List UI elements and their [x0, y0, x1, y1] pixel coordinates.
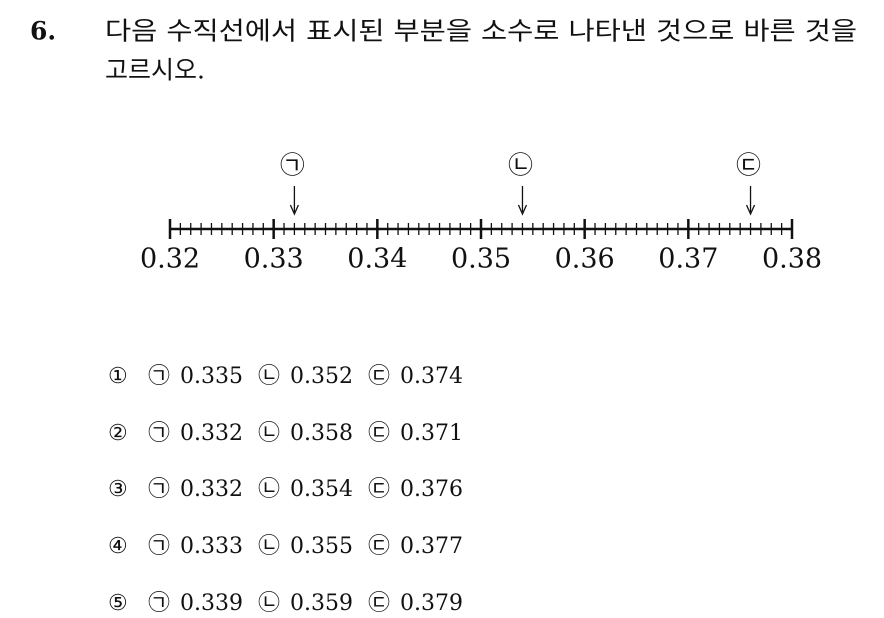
option-mark: ㉠ [148, 364, 170, 389]
option-value: 0.332 [180, 477, 243, 502]
marker-arrowhead [745, 204, 756, 216]
option-mark: ㉡ [258, 534, 280, 559]
option-value: 0.352 [290, 364, 353, 389]
tick-label: 0.32 [140, 244, 200, 275]
tick-label: 0.37 [658, 244, 718, 275]
question-text: 다음 수직선에서 표시된 부분을 소수로 나타낸 것으로 바른 것을 [105, 17, 857, 46]
marker-label: ㉠ [280, 151, 305, 180]
option-mark: ㉢ [368, 534, 390, 559]
option-value: 0.371 [400, 421, 463, 446]
option-mark: ㉠ [148, 421, 170, 446]
option-mark: ㉡ [258, 591, 280, 616]
option-value: 0.354 [290, 477, 353, 502]
option-number[interactable]: ① [108, 364, 128, 389]
option-value: 0.359 [290, 591, 353, 616]
option-mark: ㉠ [148, 477, 170, 502]
option-mark: ㉡ [258, 477, 280, 502]
tick-label: 0.38 [762, 244, 822, 275]
question-number: 6. [30, 17, 56, 46]
tick-label: 0.34 [347, 244, 407, 275]
marker-arrowhead [289, 204, 299, 216]
option-value: 0.358 [290, 421, 353, 446]
marker-label: ㉢ [736, 151, 761, 180]
question-text: 고르시오. [105, 56, 205, 85]
option-mark: ㉡ [258, 421, 280, 446]
option-mark: ㉢ [368, 364, 390, 389]
option-value: 0.355 [290, 534, 353, 559]
option-value: 0.339 [180, 591, 243, 616]
tick-label: 0.33 [244, 244, 304, 275]
option-mark: ㉢ [368, 421, 390, 446]
option-value: 0.377 [400, 534, 463, 559]
marker-label: ㉡ [508, 151, 533, 180]
option-mark: ㉢ [368, 477, 390, 502]
option-number[interactable]: ③ [108, 477, 128, 502]
option-value: 0.335 [180, 364, 243, 389]
option-value: 0.332 [180, 421, 243, 446]
option-mark: ㉠ [148, 591, 170, 616]
option-number[interactable]: ② [108, 421, 128, 446]
option-mark: ㉡ [258, 364, 280, 389]
tick-label: 0.35 [451, 244, 511, 275]
marker-arrowhead [517, 204, 528, 216]
option-value: 0.376 [400, 477, 463, 502]
option-value: 0.379 [400, 591, 463, 616]
option-mark: ㉢ [368, 591, 390, 616]
option-value: 0.333 [180, 534, 243, 559]
option-mark: ㉠ [148, 534, 170, 559]
tick-label: 0.36 [555, 244, 615, 275]
option-number[interactable]: ⑤ [108, 591, 128, 616]
option-number[interactable]: ④ [108, 534, 128, 559]
option-value: 0.374 [400, 364, 463, 389]
